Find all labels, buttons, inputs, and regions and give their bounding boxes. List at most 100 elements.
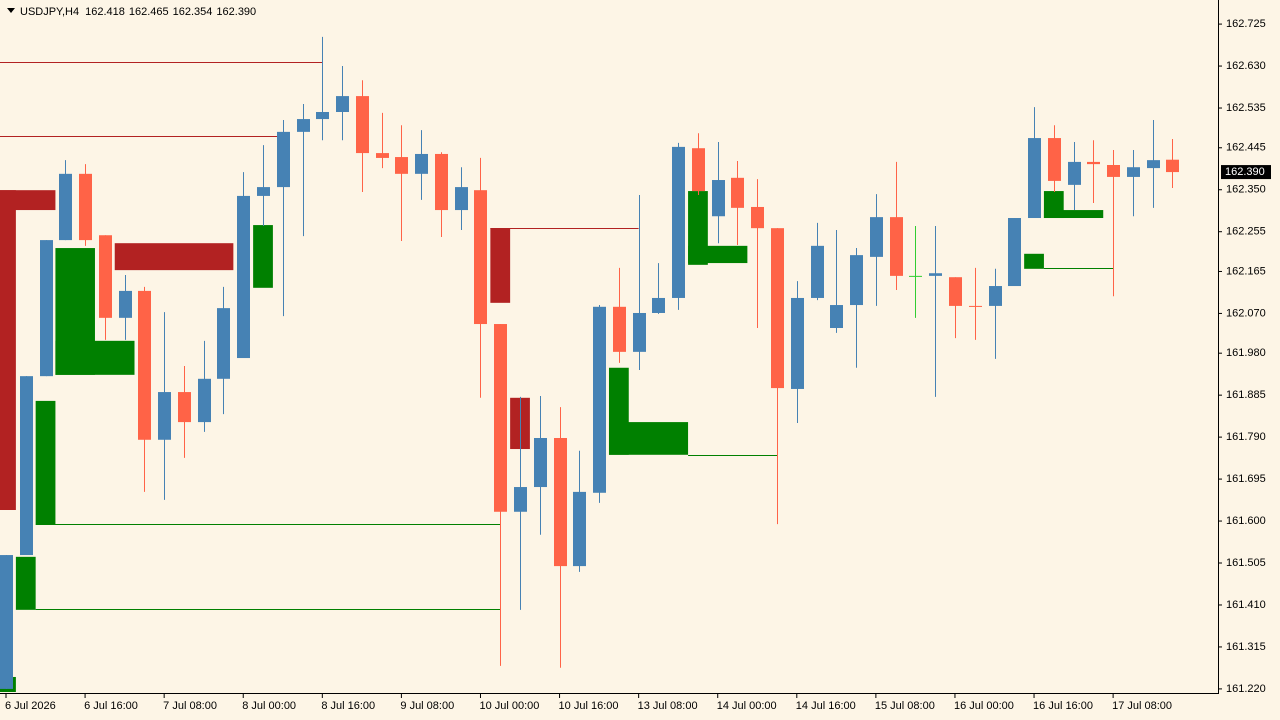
menu-arrow[interactable] — [7, 8, 15, 13]
x-tick-label: 7 Jul 08:00 — [163, 700, 217, 712]
candle-body — [474, 190, 487, 325]
candle-body — [870, 217, 883, 257]
candle-body — [277, 131, 290, 188]
candle-body — [692, 148, 705, 192]
candle-body — [534, 437, 547, 488]
order-block-zone — [114, 243, 234, 271]
candle-body — [1048, 138, 1061, 181]
y-tick-label: 162.535 — [1226, 102, 1266, 114]
x-tick-label: 14 Jul 16:00 — [796, 700, 856, 712]
candle-body — [0, 555, 13, 689]
y-tick-label: 162.165 — [1226, 265, 1266, 277]
x-tick-label: 10 Jul 16:00 — [559, 700, 619, 712]
y-tick-label: 161.790 — [1226, 431, 1266, 443]
candle-body — [40, 240, 53, 377]
current-price-label: 162.390 — [1225, 166, 1265, 178]
x-tick-label: 9 Jul 08:00 — [400, 700, 454, 712]
current-price-tag — [1221, 165, 1271, 180]
candle-body — [850, 255, 863, 306]
candle-body — [652, 297, 665, 313]
candle-body — [59, 173, 72, 241]
y-tick-label: 161.695 — [1226, 473, 1266, 485]
candle-body — [336, 96, 349, 112]
candle-body — [712, 180, 725, 217]
candle-body — [771, 228, 784, 389]
candle-body — [356, 96, 369, 154]
candle-body — [415, 153, 428, 174]
candle-body — [830, 305, 843, 329]
candle-body — [217, 308, 230, 379]
y-tick-label: 161.885 — [1226, 389, 1266, 401]
candle-body — [435, 153, 448, 211]
candle-body — [79, 173, 92, 241]
order-block-zone — [490, 228, 511, 303]
x-tick-label: 8 Jul 00:00 — [242, 700, 296, 712]
candle-body — [751, 206, 764, 229]
open-label: 162.418 — [85, 6, 125, 18]
candle-body — [138, 290, 151, 440]
candle-body — [297, 119, 310, 132]
order-block-zone — [0, 190, 16, 511]
candle-body — [613, 306, 626, 352]
x-tick-label: 14 Jul 00:00 — [717, 700, 777, 712]
candle-body — [198, 378, 211, 423]
order-block-zone — [35, 400, 56, 525]
x-tick-label: 13 Jul 08:00 — [638, 700, 698, 712]
candle-body — [890, 217, 903, 276]
candle-body — [1107, 165, 1120, 177]
candle-body — [455, 187, 468, 211]
candle-body — [731, 177, 744, 208]
candle-body — [99, 235, 112, 318]
candle-body — [178, 392, 191, 423]
x-tick-label: 10 Jul 00:00 — [479, 700, 539, 712]
y-tick-label: 161.410 — [1226, 599, 1266, 611]
y-tick-label: 161.600 — [1226, 515, 1266, 527]
y-tick-label: 161.505 — [1226, 557, 1266, 569]
candle-body — [949, 277, 962, 306]
candle-body — [1166, 159, 1179, 173]
candle-body — [554, 437, 567, 567]
chart-header: USDJPY,H4 162.418 162.465 162.354 162.390 — [20, 6, 256, 18]
y-tick-label: 161.980 — [1226, 347, 1266, 359]
candle-body — [316, 111, 329, 120]
order-block-zone — [1043, 210, 1104, 219]
candle-body — [1127, 167, 1140, 177]
candle-body — [1028, 138, 1041, 219]
candle-body — [573, 491, 586, 567]
candle-body — [119, 290, 132, 318]
y-tick-label: 161.315 — [1226, 641, 1266, 653]
candle-body — [514, 487, 527, 512]
x-tick-label: 8 Jul 16:00 — [321, 700, 375, 712]
candle-body — [989, 286, 1002, 306]
candle-body — [494, 324, 507, 512]
order-block-zone — [15, 556, 36, 610]
y-tick-label: 162.630 — [1226, 60, 1266, 72]
y-tick-label: 161.220 — [1226, 683, 1266, 695]
candle-body — [909, 275, 922, 277]
candle-body — [929, 273, 942, 276]
x-tick-label: 15 Jul 08:00 — [875, 700, 935, 712]
y-tick-label: 162.350 — [1226, 184, 1266, 196]
x-tick-label: 17 Jul 08:00 — [1112, 700, 1172, 712]
high-label: 162.465 — [129, 6, 169, 18]
candle-body — [376, 153, 389, 158]
order-block-zone — [253, 225, 273, 288]
order-block-zone — [608, 422, 689, 455]
candle-body — [158, 392, 171, 440]
low-label: 162.354 — [173, 6, 213, 18]
candle-body — [20, 376, 33, 556]
candle-body — [1147, 160, 1160, 169]
order-block-zone — [1024, 253, 1044, 269]
x-tick-label: 16 Jul 16:00 — [1033, 700, 1093, 712]
candle-body — [633, 312, 646, 352]
y-tick-label: 162.070 — [1226, 307, 1266, 319]
order-block-zone — [55, 340, 135, 375]
candle-body — [1087, 161, 1100, 165]
y-tick-label: 162.445 — [1226, 142, 1266, 154]
order-block-zone — [688, 245, 748, 264]
x-tick-label: 6 Jul 2026 — [5, 700, 56, 712]
candle-body — [395, 157, 408, 174]
y-tick-label: 162.725 — [1226, 18, 1266, 30]
